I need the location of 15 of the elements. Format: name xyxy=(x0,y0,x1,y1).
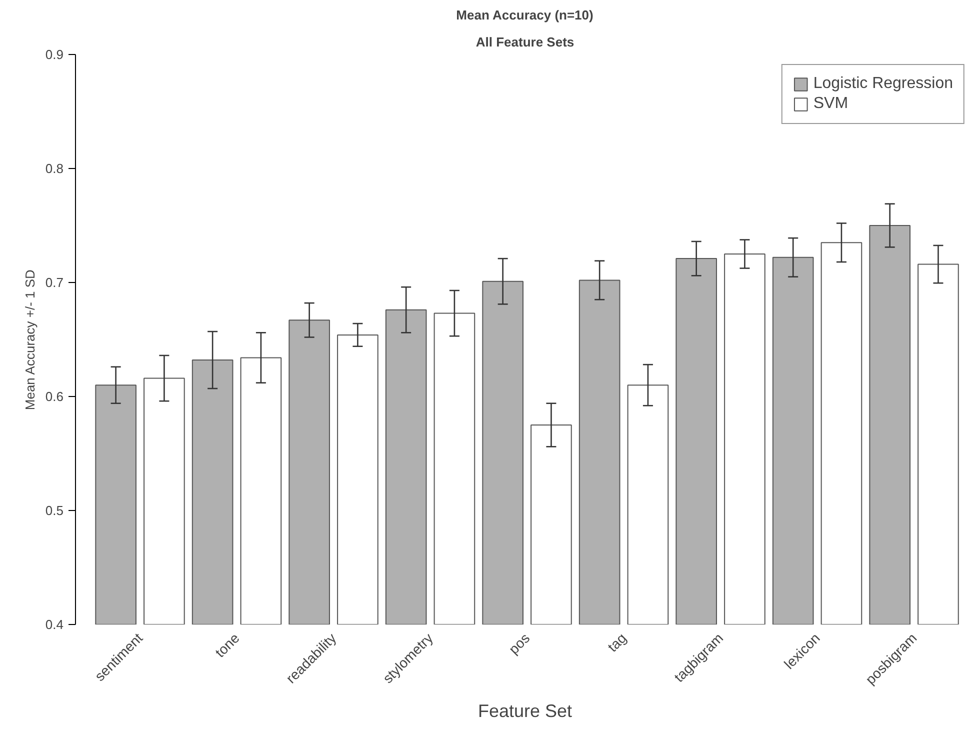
x-tick-label: tag xyxy=(604,630,630,655)
y-tick-label: 0.9 xyxy=(45,47,64,62)
chart-title: Mean Accuracy (n=10) xyxy=(456,8,594,22)
y-tick-label: 0.7 xyxy=(45,275,64,290)
y-tick-label: 0.6 xyxy=(45,389,64,404)
x-tick-label: pos xyxy=(505,630,533,658)
legend-label: Logistic Regression xyxy=(813,75,953,93)
x-axis-title: Feature Set xyxy=(478,701,572,722)
y-tick-label: 0.8 xyxy=(45,161,64,176)
y-axis-title: Mean Accuracy +/- 1 SD xyxy=(22,270,38,410)
y-tick-label: 0.5 xyxy=(45,503,64,518)
legend-label: SVM xyxy=(813,95,848,113)
chart-subtitle: All Feature Sets xyxy=(476,34,574,50)
y-tick-label: 0.4 xyxy=(45,617,64,632)
x-tick-label: tone xyxy=(212,630,243,660)
